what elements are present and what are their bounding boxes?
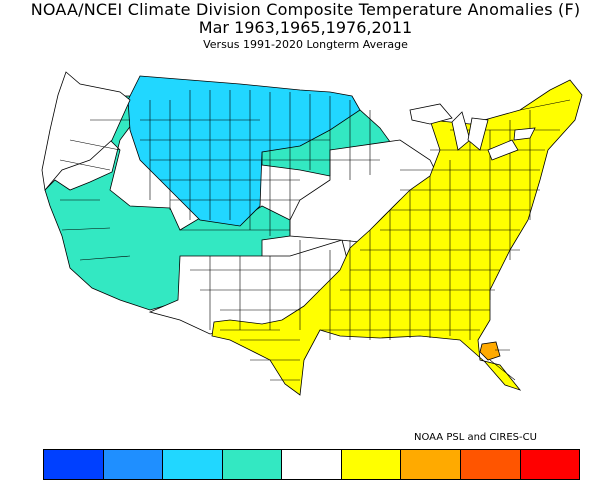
colorbar-swatch-7 <box>400 449 461 480</box>
colorbar-swatch-6 <box>340 449 402 480</box>
map-title-line-1: NOAA/NCEI Climate Division Composite Tem… <box>30 0 581 19</box>
great-lakes <box>409 103 536 161</box>
colorbar-swatch-3 <box>162 449 223 480</box>
region-yellow-east <box>211 79 583 396</box>
map-title-line-2: Mar 1963,1965,1976,2011 <box>198 18 413 37</box>
colorbar-swatch-8 <box>459 449 521 480</box>
climate-division-lines <box>59 90 571 381</box>
colorbar-swatch-1 <box>43 449 104 480</box>
colorbar <box>43 449 581 480</box>
region-orange-florida <box>479 341 501 361</box>
us-anomaly-map <box>41 71 583 396</box>
colorbar-swatch-2 <box>102 449 164 480</box>
colorbar-swatch-9 <box>519 449 581 480</box>
colorbar-swatch-4 <box>221 449 283 480</box>
data-credit: NOAA PSL and CIRES-CU <box>414 432 537 443</box>
region-cyan <box>127 75 361 227</box>
colorbar-swatch-5 <box>281 449 342 480</box>
map-subtitle: Versus 1991-2020 Longterm Average <box>203 38 408 51</box>
